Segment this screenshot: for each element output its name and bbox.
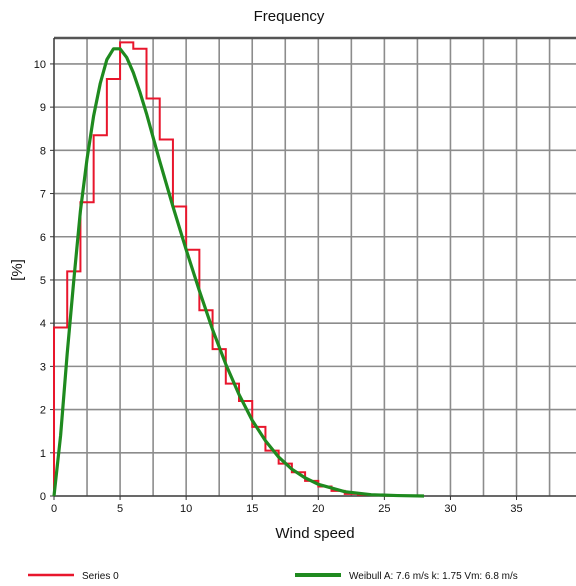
x-tick-label: 5 <box>117 503 123 515</box>
y-tick-label: 9 <box>40 102 46 114</box>
y-tick-label: 7 <box>40 189 46 201</box>
x-tick-label: 25 <box>378 503 390 515</box>
chart-title: Frequency <box>254 8 325 25</box>
plot-area <box>54 38 576 496</box>
y-tick-label: 5 <box>40 275 46 287</box>
x-tick-label: 10 <box>180 503 192 515</box>
tick-labels: 0 5 10 15 20 25 30 35 0 1 2 3 4 5 6 7 8 9 10 <box>34 59 523 515</box>
y-tick-label: 8 <box>40 145 46 157</box>
y-tick-label: 10 <box>34 59 46 71</box>
legend-label: Series 0 <box>82 571 119 582</box>
series-layer <box>52 41 425 498</box>
x-axis-label: Wind speed <box>275 525 354 542</box>
x-tick-label: 15 <box>246 503 258 515</box>
grid <box>53 36 576 497</box>
legend-label: Weibull A: 7.6 m/s k: 1.75 Vm: 6.8 m/s <box>349 571 518 582</box>
x-tick-label: 0 <box>51 503 57 515</box>
y-tick-label: 6 <box>40 232 46 244</box>
x-tick-label: 20 <box>312 503 324 515</box>
y-tick-label: 4 <box>40 318 46 330</box>
series-weibull-curve <box>52 47 425 498</box>
legend: Series 0 Weibull A: 7.6 m/s k: 1.75 Vm: 6… <box>28 571 518 582</box>
y-axis-label: [%] <box>9 259 26 281</box>
y-tick-label: 2 <box>40 405 46 417</box>
y-tick-label: 3 <box>40 361 46 373</box>
y-tick-label: 1 <box>40 448 46 460</box>
x-tick-label: 35 <box>510 503 522 515</box>
x-tick-label: 30 <box>444 503 456 515</box>
y-tick-label: 0 <box>40 491 46 503</box>
